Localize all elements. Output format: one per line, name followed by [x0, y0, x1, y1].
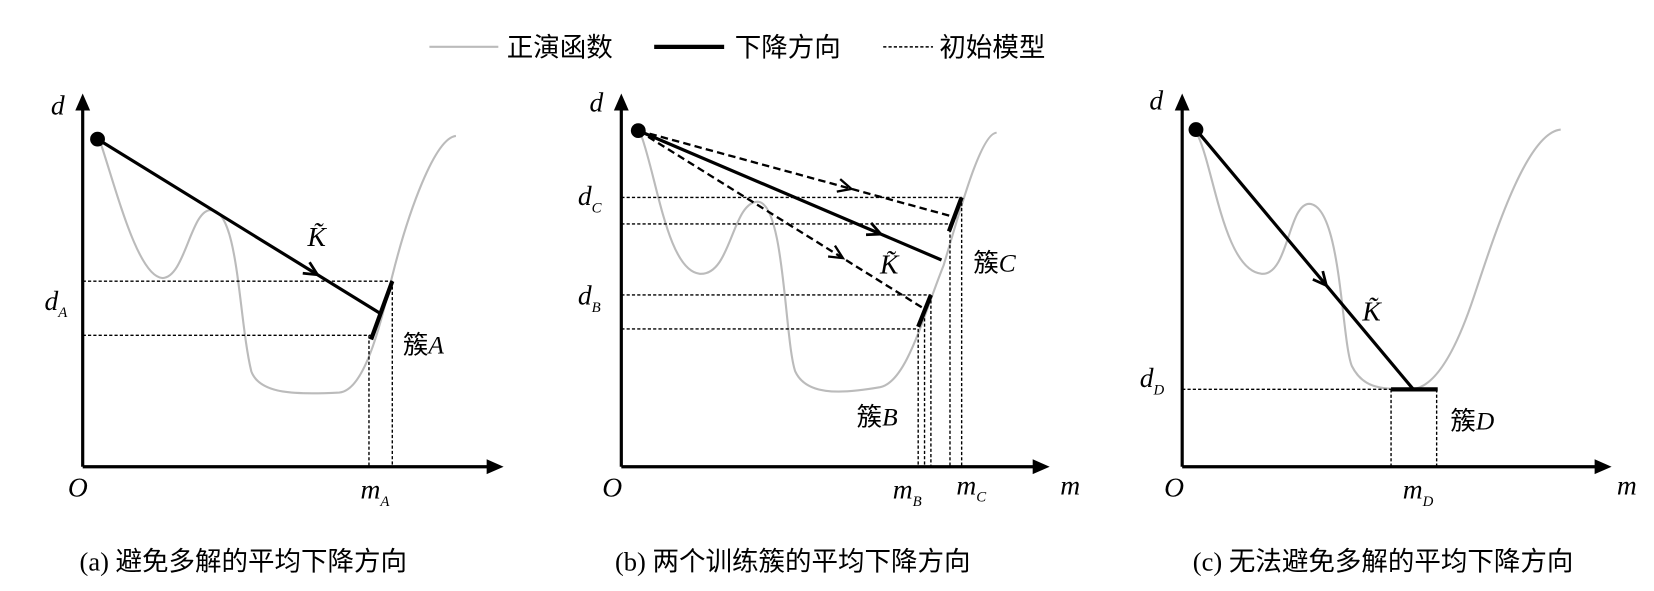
label-sub: A — [57, 305, 68, 321]
y-axis-label: d — [590, 87, 604, 118]
arrow-head — [836, 178, 854, 193]
axis-label: dB — [578, 280, 601, 316]
label-sub: D — [1422, 494, 1434, 510]
axis-label: dA — [45, 285, 69, 321]
cluster-prefix: 簇 — [403, 330, 428, 359]
axis-label: mC — [956, 469, 987, 505]
label-sub: C — [976, 490, 987, 506]
forward-curve — [1197, 128, 1561, 391]
descent-direction — [637, 129, 943, 262]
descent-direction — [96, 137, 381, 315]
origin-label: O — [1164, 471, 1184, 502]
label-base: d — [45, 285, 59, 316]
axis-label: mA — [360, 474, 390, 510]
axis-arrow — [1594, 459, 1612, 475]
axis-label: dC — [578, 180, 603, 216]
caption: (c) 无法避免多解的平均下降方向 — [1193, 547, 1574, 577]
legend-label: 初始模型 — [939, 32, 1045, 62]
cluster-label: 簇A — [403, 330, 444, 359]
direction-label: K̃ — [879, 249, 900, 280]
label-base: d — [578, 180, 592, 211]
x-axis-label: m — [1060, 469, 1080, 500]
axis-arrow — [486, 459, 504, 475]
initial-direction — [637, 129, 957, 219]
x-axis-label: m — [1617, 469, 1637, 500]
label-base: m — [956, 469, 976, 500]
axis-label: mB — [893, 474, 922, 510]
forward-curve — [640, 131, 997, 393]
label-sub: B — [592, 300, 601, 316]
label-base: d — [578, 280, 592, 311]
label-sub: A — [379, 494, 390, 510]
cluster-label: 簇D — [1450, 407, 1494, 436]
label-sub: C — [592, 200, 603, 216]
cluster-name: B — [882, 402, 898, 431]
initial-model — [90, 131, 105, 147]
cluster-label: 簇C — [973, 249, 1016, 278]
initial-direction — [637, 129, 924, 309]
cluster-name: A — [426, 330, 444, 359]
cluster-prefix: 簇 — [857, 402, 882, 431]
cluster-name: C — [999, 249, 1017, 278]
label-sub: B — [913, 494, 922, 510]
cluster-segment — [946, 196, 964, 233]
origin-label: O — [68, 471, 88, 502]
label-sub: D — [1153, 383, 1165, 399]
legend-label: 正演函数 — [507, 32, 613, 62]
label-base: m — [893, 474, 913, 505]
origin-label: O — [602, 471, 622, 502]
cluster-name: D — [1475, 407, 1494, 436]
y-axis-label: d — [1149, 84, 1163, 115]
label-base: m — [1403, 474, 1423, 505]
cluster-segment — [916, 294, 933, 328]
forward-curve — [99, 134, 457, 395]
axis-label: dD — [1140, 362, 1165, 398]
cluster-prefix: 簇 — [1450, 407, 1475, 436]
axis-arrow — [75, 93, 91, 111]
caption: (a) 避免多解的平均下降方向 — [80, 547, 408, 577]
arrow-head — [827, 244, 846, 260]
y-axis-label: d — [51, 90, 65, 121]
initial-model — [630, 123, 646, 139]
direction-label: K̃ — [306, 221, 327, 252]
axis-label: mD — [1403, 474, 1434, 510]
cluster-segment — [369, 280, 395, 341]
axis-arrow — [1174, 93, 1190, 111]
descent-direction — [1194, 128, 1415, 391]
initial-model — [1188, 122, 1204, 137]
legend-label: 下降方向 — [735, 32, 841, 62]
label-base: m — [360, 474, 380, 505]
axis-arrow — [613, 93, 629, 111]
direction-label: K̃ — [1361, 295, 1382, 326]
arrow-head — [302, 261, 321, 277]
label-base: d — [1140, 362, 1154, 393]
cluster-label: 簇B — [857, 402, 898, 431]
axis-arrow — [1032, 459, 1050, 475]
caption: (b) 两个训练簇的平均下降方向 — [615, 547, 971, 577]
arrow-head — [865, 222, 884, 237]
arrow-head — [1312, 270, 1329, 288]
cluster-prefix: 簇 — [973, 249, 998, 278]
